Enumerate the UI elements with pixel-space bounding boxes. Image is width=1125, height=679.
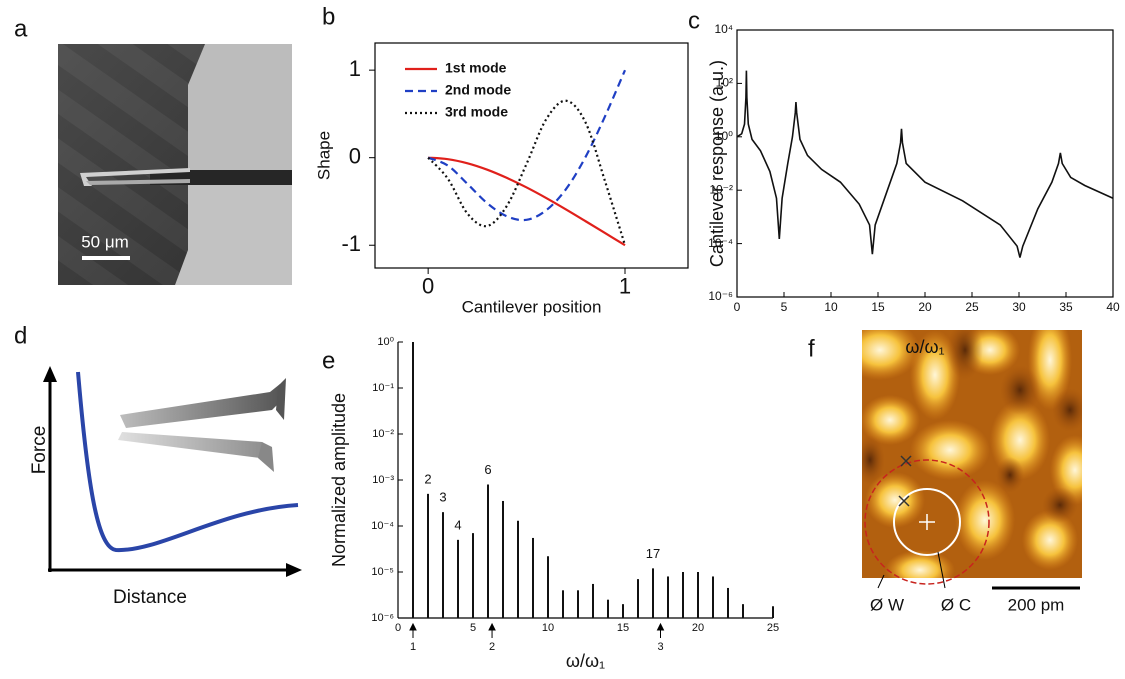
x-tick-label: 5 — [781, 300, 788, 314]
afm-image — [862, 330, 1082, 590]
plot-frame — [374, 42, 689, 269]
x-tick-label: 25 — [965, 300, 979, 314]
y-tick-label: 10⁻² — [372, 428, 394, 440]
y-tick-label: 10⁻⁵ — [371, 566, 394, 578]
panel-label: f — [808, 335, 815, 362]
axis-label: Distance — [113, 587, 187, 608]
x-tick-label: 10 — [542, 622, 554, 634]
y-tick-label: 10⁴ — [714, 22, 733, 36]
x-axis-label: ω/ω₁ — [905, 337, 944, 357]
panel-label: e — [322, 347, 335, 374]
data-line — [736, 70, 1114, 258]
x-tick-label: 40 — [1106, 300, 1120, 314]
y-tick-label: 10⁻² — [709, 182, 733, 196]
x-tick-label: 20 — [692, 622, 704, 634]
y-tick-label: 10⁻⁶ — [708, 289, 733, 303]
data-line — [427, 69, 627, 222]
x-tick-label: 35 — [1059, 300, 1073, 314]
mode-marker-label: 2 — [489, 641, 495, 653]
bar-annotation: 6 — [484, 462, 491, 477]
mode-marker-label: 3 — [657, 641, 663, 653]
bar-annotation: 2 — [424, 471, 431, 486]
y-tick-label: 10⁻⁶ — [371, 612, 394, 624]
scale-bar-label: 50 μm — [81, 232, 129, 251]
legend-label: 2nd mode — [445, 82, 511, 98]
scale-bar-label: 200 pm — [1008, 595, 1065, 614]
x-tick-label: 15 — [871, 300, 885, 314]
y-tick-label: 10⁻⁴ — [371, 520, 394, 532]
x-tick-label: 0 — [422, 274, 434, 299]
panel-label: d — [14, 322, 27, 349]
x-tick-label: 1 — [619, 274, 631, 299]
y-tick-label: 10⁻³ — [372, 474, 394, 486]
y-tick-label: 10⁰ — [715, 129, 733, 143]
mode-marker-label: 1 — [410, 641, 416, 653]
y-tick-label: 10⁻¹ — [372, 382, 394, 394]
image-label: Ø C — [941, 595, 971, 614]
y-tick-label: -1 — [341, 231, 361, 256]
axis-label: Force — [29, 426, 50, 475]
y-axis-label: Cantilever response (a.u.) — [707, 60, 727, 267]
x-tick-label: 20 — [918, 300, 932, 314]
y-tick-label: 10⁰ — [377, 336, 394, 348]
image-label: Ø W — [870, 595, 904, 614]
panel-label: c — [688, 7, 700, 34]
y-tick-label: 10⁻⁴ — [708, 236, 733, 250]
force-curve-sketch — [43, 366, 302, 577]
data-line — [428, 156, 626, 247]
mode-arrow — [656, 622, 665, 638]
bar-annotation: 3 — [439, 490, 446, 505]
y-axis-label: Normalized amplitude — [329, 393, 349, 567]
y-axis-label: Shape — [314, 131, 333, 180]
y-tick-label: 1 — [349, 56, 361, 81]
plot-frame — [736, 29, 1114, 298]
x-tick-label: 15 — [617, 622, 629, 634]
bar-annotation: 4 — [454, 517, 461, 532]
mode-arrow — [409, 622, 417, 638]
bar-annotation: 17 — [646, 546, 660, 561]
sem-image — [58, 44, 292, 285]
x-tick-label: 5 — [470, 622, 476, 634]
x-axis-label: Cantilever position — [462, 297, 602, 316]
legend-label: 1st mode — [445, 60, 507, 76]
y-tick-label: 10² — [716, 76, 733, 90]
x-tick-label: 0 — [395, 622, 401, 634]
legend-label: 3rd mode — [445, 104, 508, 120]
x-tick-label: 30 — [1012, 300, 1026, 314]
x-tick-label: 25 — [767, 622, 779, 634]
x-tick-label: 0 — [734, 300, 741, 314]
panel-label: b — [322, 3, 335, 30]
y-tick-label: 0 — [349, 144, 361, 169]
x-tick-label: 10 — [824, 300, 838, 314]
x-axis-label: ω/ω₁ — [566, 651, 605, 671]
panel-label: a — [14, 15, 28, 42]
mode-arrow — [488, 622, 496, 638]
